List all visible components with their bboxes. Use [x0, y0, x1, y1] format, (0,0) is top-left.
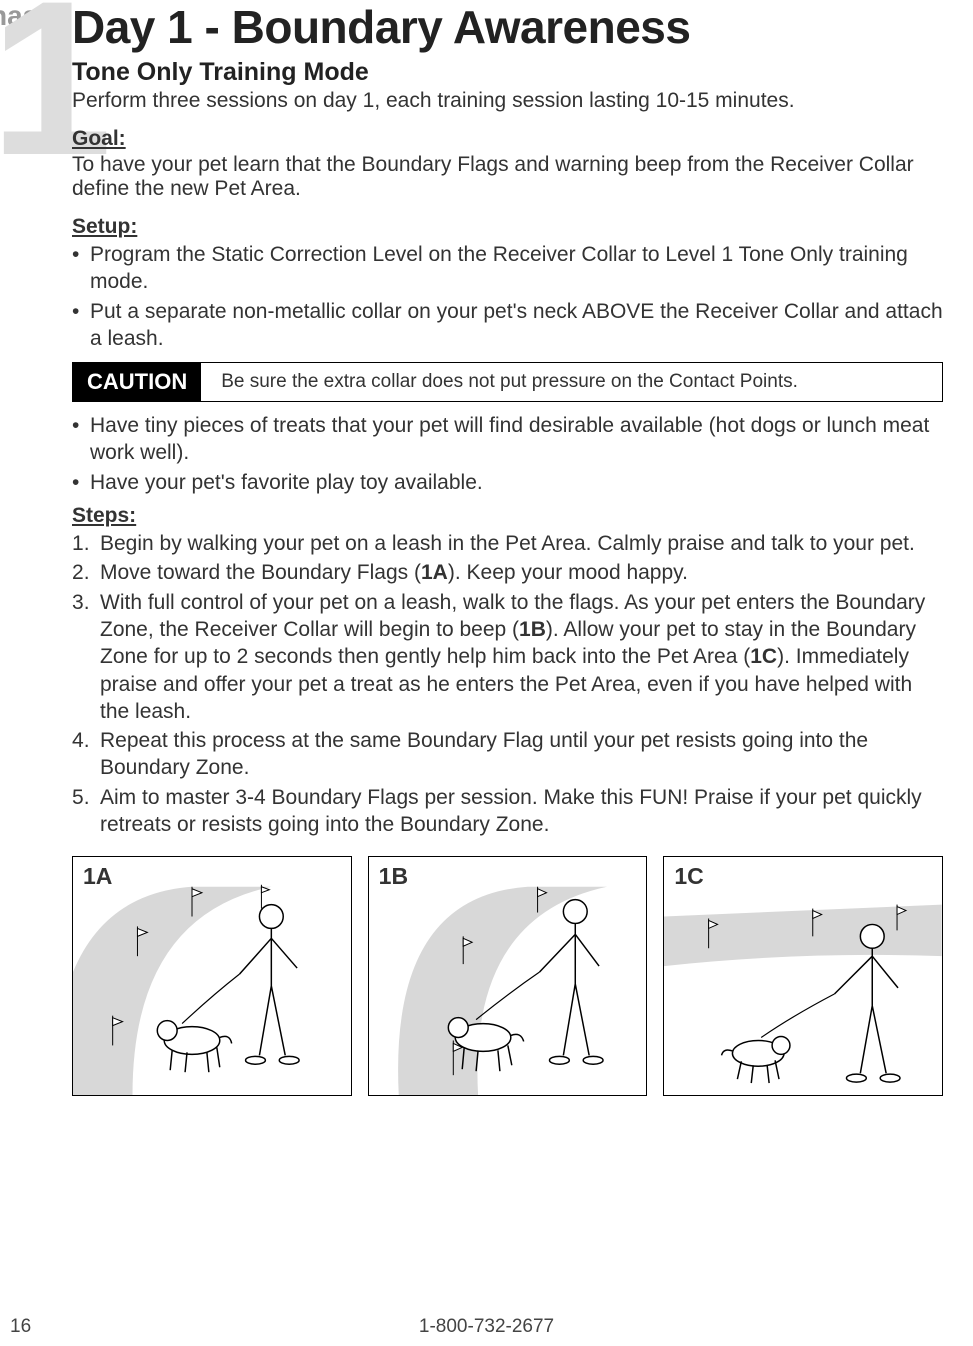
figure-label: 1C — [674, 863, 703, 890]
step-item: Aim to master 3-4 Boundary Flags per ses… — [72, 784, 943, 839]
step-item: Move toward the Boundary Flags (1A). Kee… — [72, 559, 943, 586]
figure-1a: 1A — [72, 856, 352, 1096]
goal-text: To have your pet learn that the Boundary… — [72, 153, 943, 201]
step-item: With full control of your pet on a leash… — [72, 589, 943, 725]
page-subtitle: Tone Only Training Mode — [72, 58, 943, 87]
goal-label: Goal: — [72, 127, 943, 151]
caution-badge: CAUTION — [73, 363, 201, 401]
step-item: Begin by walking your pet on a leash in … — [72, 530, 943, 557]
page-title: Day 1 - Boundary Awareness — [72, 0, 943, 54]
main-content: Day 1 - Boundary Awareness Tone Only Tra… — [0, 0, 973, 1096]
page-number: 16 — [10, 1316, 31, 1338]
figure-1c: 1C — [663, 856, 943, 1096]
footer-phone: 1-800-732-2677 — [0, 1316, 973, 1338]
setup-label: Setup: — [72, 215, 943, 239]
steps-label: Steps: — [72, 504, 943, 528]
figure-label: 1B — [379, 863, 408, 890]
page-footer: 16 1-800-732-2677 — [0, 1316, 973, 1338]
setup-item: Have tiny pieces of treats that your pet… — [72, 412, 943, 467]
setup-list-post: Have tiny pieces of treats that your pet… — [72, 412, 943, 496]
setup-item: Put a separate non-metallic collar on yo… — [72, 298, 943, 353]
figure-row: 1A — [72, 856, 943, 1096]
figure-1b: 1B — [368, 856, 648, 1096]
setup-item: Program the Static Correction Level on t… — [72, 241, 943, 296]
intro-text: Perform three sessions on day 1, each tr… — [72, 89, 943, 113]
figure-1b-illustration — [369, 857, 647, 1095]
setup-list: Program the Static Correction Level on t… — [72, 241, 943, 352]
figure-1a-illustration — [73, 857, 351, 1095]
figure-label: 1A — [83, 863, 112, 890]
setup-item: Have your pet's favorite play toy availa… — [72, 469, 943, 496]
step-item: Repeat this process at the same Boundary… — [72, 727, 943, 782]
steps-list: Begin by walking your pet on a leash in … — [72, 530, 943, 838]
caution-box: CAUTION Be sure the extra collar does no… — [72, 362, 943, 402]
figure-1c-illustration — [664, 857, 942, 1095]
caution-text: Be sure the extra collar does not put pr… — [201, 363, 818, 401]
